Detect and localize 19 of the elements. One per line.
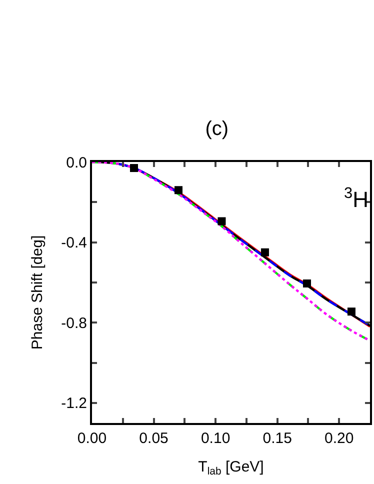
y-tick-label: -0.4 xyxy=(61,234,87,252)
point xyxy=(218,217,226,226)
x-tick-label: 0.05 xyxy=(139,430,168,447)
point xyxy=(130,164,138,172)
x-axis-title: T$_{lab}$ [GeV] xyxy=(198,458,264,478)
y-tick-label: -0.8 xyxy=(61,314,87,332)
x-tick-label: 0.00 xyxy=(77,430,107,447)
y-axis-title: Phase Shift [deg] xyxy=(28,235,46,350)
point xyxy=(174,186,182,194)
x-tick-label: 0.10 xyxy=(200,430,230,447)
chart-title: (c) xyxy=(205,118,229,140)
annotation: $^{3}$H xyxy=(344,185,368,212)
point xyxy=(260,248,269,256)
point xyxy=(302,279,311,288)
y-tick-label: 0.0 xyxy=(66,154,87,172)
x-tick-label: 0.15 xyxy=(262,430,292,447)
x-tick-label: 0.20 xyxy=(324,430,354,447)
y-tick-label: -1.2 xyxy=(61,395,87,412)
point xyxy=(347,308,356,316)
